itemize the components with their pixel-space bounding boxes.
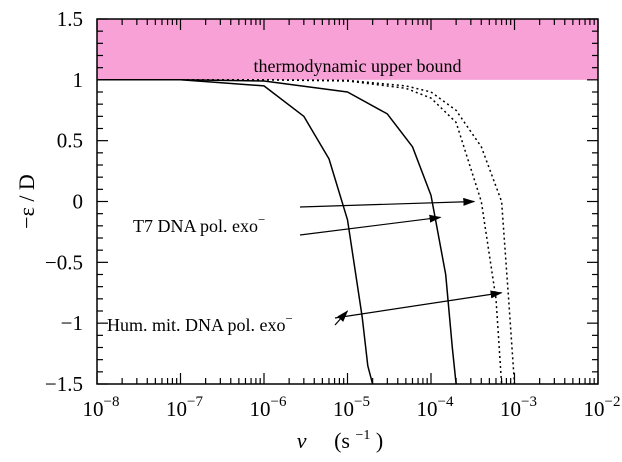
y-axis-label: −ε / D (14, 174, 39, 229)
annotation-arrow-2-1 (334, 290, 503, 319)
y-tick-label: 1 (73, 68, 84, 92)
y-tick-label: 0 (73, 190, 84, 214)
y-tick-label: 0.5 (57, 129, 83, 153)
y-tick-label: −0.5 (45, 250, 83, 274)
thermodynamic-bound-label: thermodynamic upper bound (254, 56, 462, 76)
y-tick-label: −1 (61, 311, 83, 335)
x-tick-label: 10−8 (83, 394, 120, 421)
annotation-label-2: Hum. mit. DNA pol. exo− (107, 311, 293, 335)
annotation-label-1: T7 DNA pol. exo− (133, 212, 265, 236)
x-tick-label: 10−3 (500, 394, 537, 421)
y-tick-labels: 1.5 1 0.5 0 −0.5 −1 −1.5 (45, 7, 83, 396)
annotation-arrow-2-2 (334, 310, 349, 326)
x-axis-variable: v (297, 428, 307, 453)
x-tick-label: 10−4 (417, 394, 454, 421)
x-axis-unit-exp: −1 (355, 428, 370, 443)
x-tick-labels: 10−8 10−7 10−6 10−5 10−4 10−3 10−2 (83, 394, 621, 421)
annotation-layer: T7 DNA pol. exo− Hum. mit. DNA pol. exo− (107, 197, 503, 335)
series-line-1 (97, 79, 374, 385)
annotation-arrow-1-1 (299, 197, 476, 208)
series-line-4 (97, 79, 516, 385)
y-tick-label: −1.5 (45, 372, 83, 396)
series-layer (97, 79, 516, 385)
ticks-layer (96, 18, 599, 385)
annotation-arrow-1-2 (299, 214, 442, 236)
x-tick-label: 10−6 (250, 394, 287, 421)
x-tick-label: 10−5 (333, 394, 370, 421)
x-axis-unit-close: ) (376, 428, 383, 453)
y-tick-label: 1.5 (57, 7, 83, 31)
x-tick-label: 10−7 (166, 394, 203, 421)
x-tick-label: 10−2 (584, 394, 621, 421)
x-axis-label: v (s −1 ) (297, 419, 383, 453)
x-axis-unit-open: (s (334, 428, 350, 453)
